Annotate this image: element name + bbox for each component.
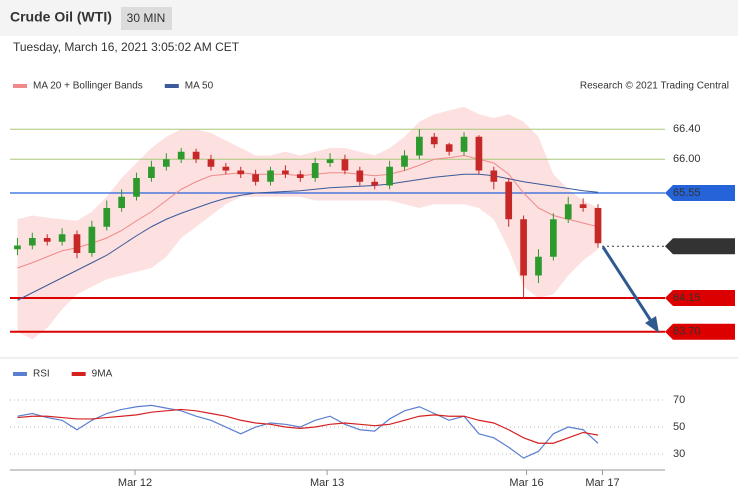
candle-body bbox=[222, 166, 230, 171]
candle-body bbox=[207, 159, 215, 167]
ma-line bbox=[17, 173, 599, 301]
legend-swatch bbox=[71, 372, 86, 376]
x-tick-label: Mar 12 bbox=[118, 477, 152, 489]
legend-swatch bbox=[13, 84, 27, 88]
x-tick-label: Mar 13 bbox=[310, 477, 344, 489]
timestamp: Tuesday, March 16, 2021 3:05:02 AM CET bbox=[13, 40, 240, 54]
source: Research © 2021 Trading Central bbox=[580, 81, 729, 92]
candle-body bbox=[58, 234, 66, 242]
candle-body bbox=[594, 208, 602, 244]
level-label: 66.00 bbox=[673, 153, 701, 165]
candle-body bbox=[490, 170, 498, 182]
candle-body bbox=[148, 166, 155, 178]
candle-body bbox=[550, 219, 557, 257]
level-label: 66.40 bbox=[673, 123, 701, 135]
x-tick-label: Mar 17 bbox=[585, 477, 619, 489]
candle-body bbox=[475, 136, 483, 171]
candle-body bbox=[296, 174, 304, 178]
candle-body bbox=[252, 174, 259, 182]
candle-body bbox=[371, 181, 379, 186]
level-label-box bbox=[665, 290, 735, 306]
legend-swatch bbox=[164, 84, 179, 88]
candle-body bbox=[43, 238, 51, 242]
level-label-box bbox=[665, 185, 735, 201]
candle-body bbox=[162, 159, 170, 167]
forecast-arrowhead bbox=[645, 316, 659, 333]
candle-body bbox=[88, 226, 96, 253]
level-label: 64.84 bbox=[673, 240, 701, 252]
candle-body bbox=[341, 159, 349, 171]
candle-body bbox=[326, 159, 334, 163]
candle-body bbox=[192, 151, 200, 160]
legend-label: MA 50 bbox=[185, 81, 214, 92]
level-label: 63.70 bbox=[673, 326, 701, 338]
y-tick-label: 70 bbox=[673, 394, 685, 406]
rsi-line bbox=[17, 408, 599, 444]
candle-body bbox=[505, 181, 513, 220]
candle-body bbox=[14, 245, 21, 250]
candle-body bbox=[73, 234, 81, 253]
candle-body bbox=[401, 155, 408, 167]
candle-body bbox=[579, 204, 587, 208]
plot: MA 20 + Bollinger Bands MA 50 Research © 2… bbox=[10, 81, 735, 489]
level-label-box bbox=[665, 238, 735, 255]
forecast-arrow bbox=[601, 246, 655, 325]
candle-body bbox=[177, 151, 185, 160]
candle-body bbox=[118, 196, 125, 208]
candle-body bbox=[564, 204, 572, 220]
y-tick-label: 30 bbox=[673, 448, 685, 460]
level-label: 65.55 bbox=[673, 187, 701, 199]
candle-body bbox=[103, 208, 111, 227]
y-tick-label: 50 bbox=[673, 421, 685, 433]
x-tick-label: Mar 16 bbox=[509, 477, 543, 489]
candle-body bbox=[430, 136, 438, 145]
interval: 30 MIN bbox=[127, 11, 166, 25]
legend-label: RSI bbox=[33, 369, 50, 380]
candle-body bbox=[356, 170, 364, 182]
legend-label: 9MA bbox=[92, 369, 113, 380]
candle-body bbox=[28, 238, 36, 246]
candle-body bbox=[520, 219, 527, 276]
legend-label: MA 20 + Bollinger Bands bbox=[33, 81, 143, 92]
candle-body bbox=[267, 170, 274, 182]
rsi-line bbox=[17, 404, 599, 459]
legend-swatch bbox=[13, 372, 27, 376]
candle-body bbox=[535, 256, 542, 276]
ma-line bbox=[17, 154, 599, 269]
candle-body bbox=[386, 166, 393, 186]
candle-body bbox=[460, 136, 468, 152]
bollinger-band bbox=[17, 106, 599, 340]
title: Crude Oil (WTI) bbox=[10, 9, 112, 25]
candle-body bbox=[416, 136, 423, 156]
candle-body bbox=[133, 178, 140, 197]
interval-badge bbox=[121, 7, 172, 30]
candle-body bbox=[282, 170, 289, 175]
candle-body bbox=[311, 163, 319, 178]
candle-body bbox=[445, 144, 453, 152]
level-label-box bbox=[665, 323, 735, 340]
candle-body bbox=[237, 170, 245, 175]
level-label: 64.15 bbox=[673, 292, 701, 304]
